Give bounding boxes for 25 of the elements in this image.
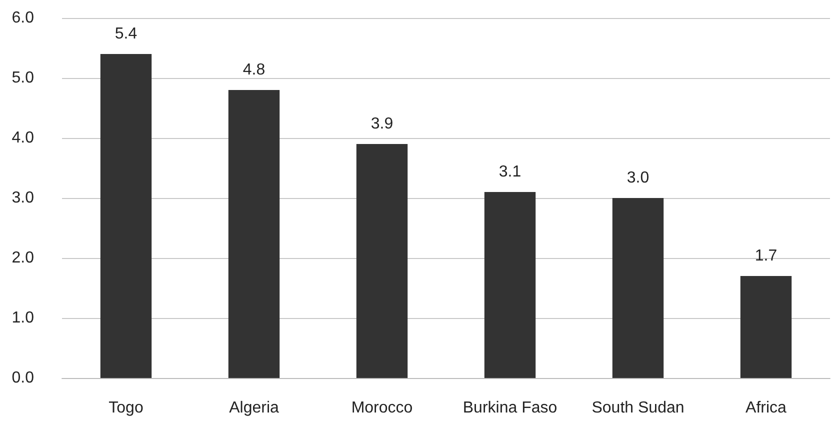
y-tick-label: 6.0	[12, 10, 34, 26]
y-tick-label: 5.0	[12, 70, 34, 86]
y-tick-label: 2.0	[12, 250, 34, 266]
bar	[228, 90, 280, 378]
data-label: 1.7	[754, 248, 778, 264]
x-tick-label: Burkina Faso	[462, 400, 558, 416]
x-tick-label: Algeria	[229, 400, 279, 416]
data-label: 4.8	[242, 62, 266, 78]
data-label: 3.1	[498, 164, 522, 180]
y-tick-label: 4.0	[12, 130, 34, 146]
y-tick-label: 0.0	[12, 370, 34, 386]
x-tick-label: Morocco	[351, 400, 413, 416]
bar	[612, 198, 664, 378]
bar	[484, 192, 536, 378]
y-tick-label: 3.0	[12, 190, 34, 206]
data-label: 3.9	[370, 116, 394, 132]
bar	[100, 54, 152, 378]
bar	[356, 144, 408, 378]
bar	[740, 276, 792, 378]
y-tick-label: 1.0	[12, 310, 34, 326]
data-label: 3.0	[626, 170, 650, 186]
x-tick-label: Togo	[108, 400, 144, 416]
x-tick-label: Africa	[746, 400, 787, 416]
data-label: 5.4	[114, 26, 138, 42]
x-tick-label: South Sudan	[592, 400, 684, 416]
